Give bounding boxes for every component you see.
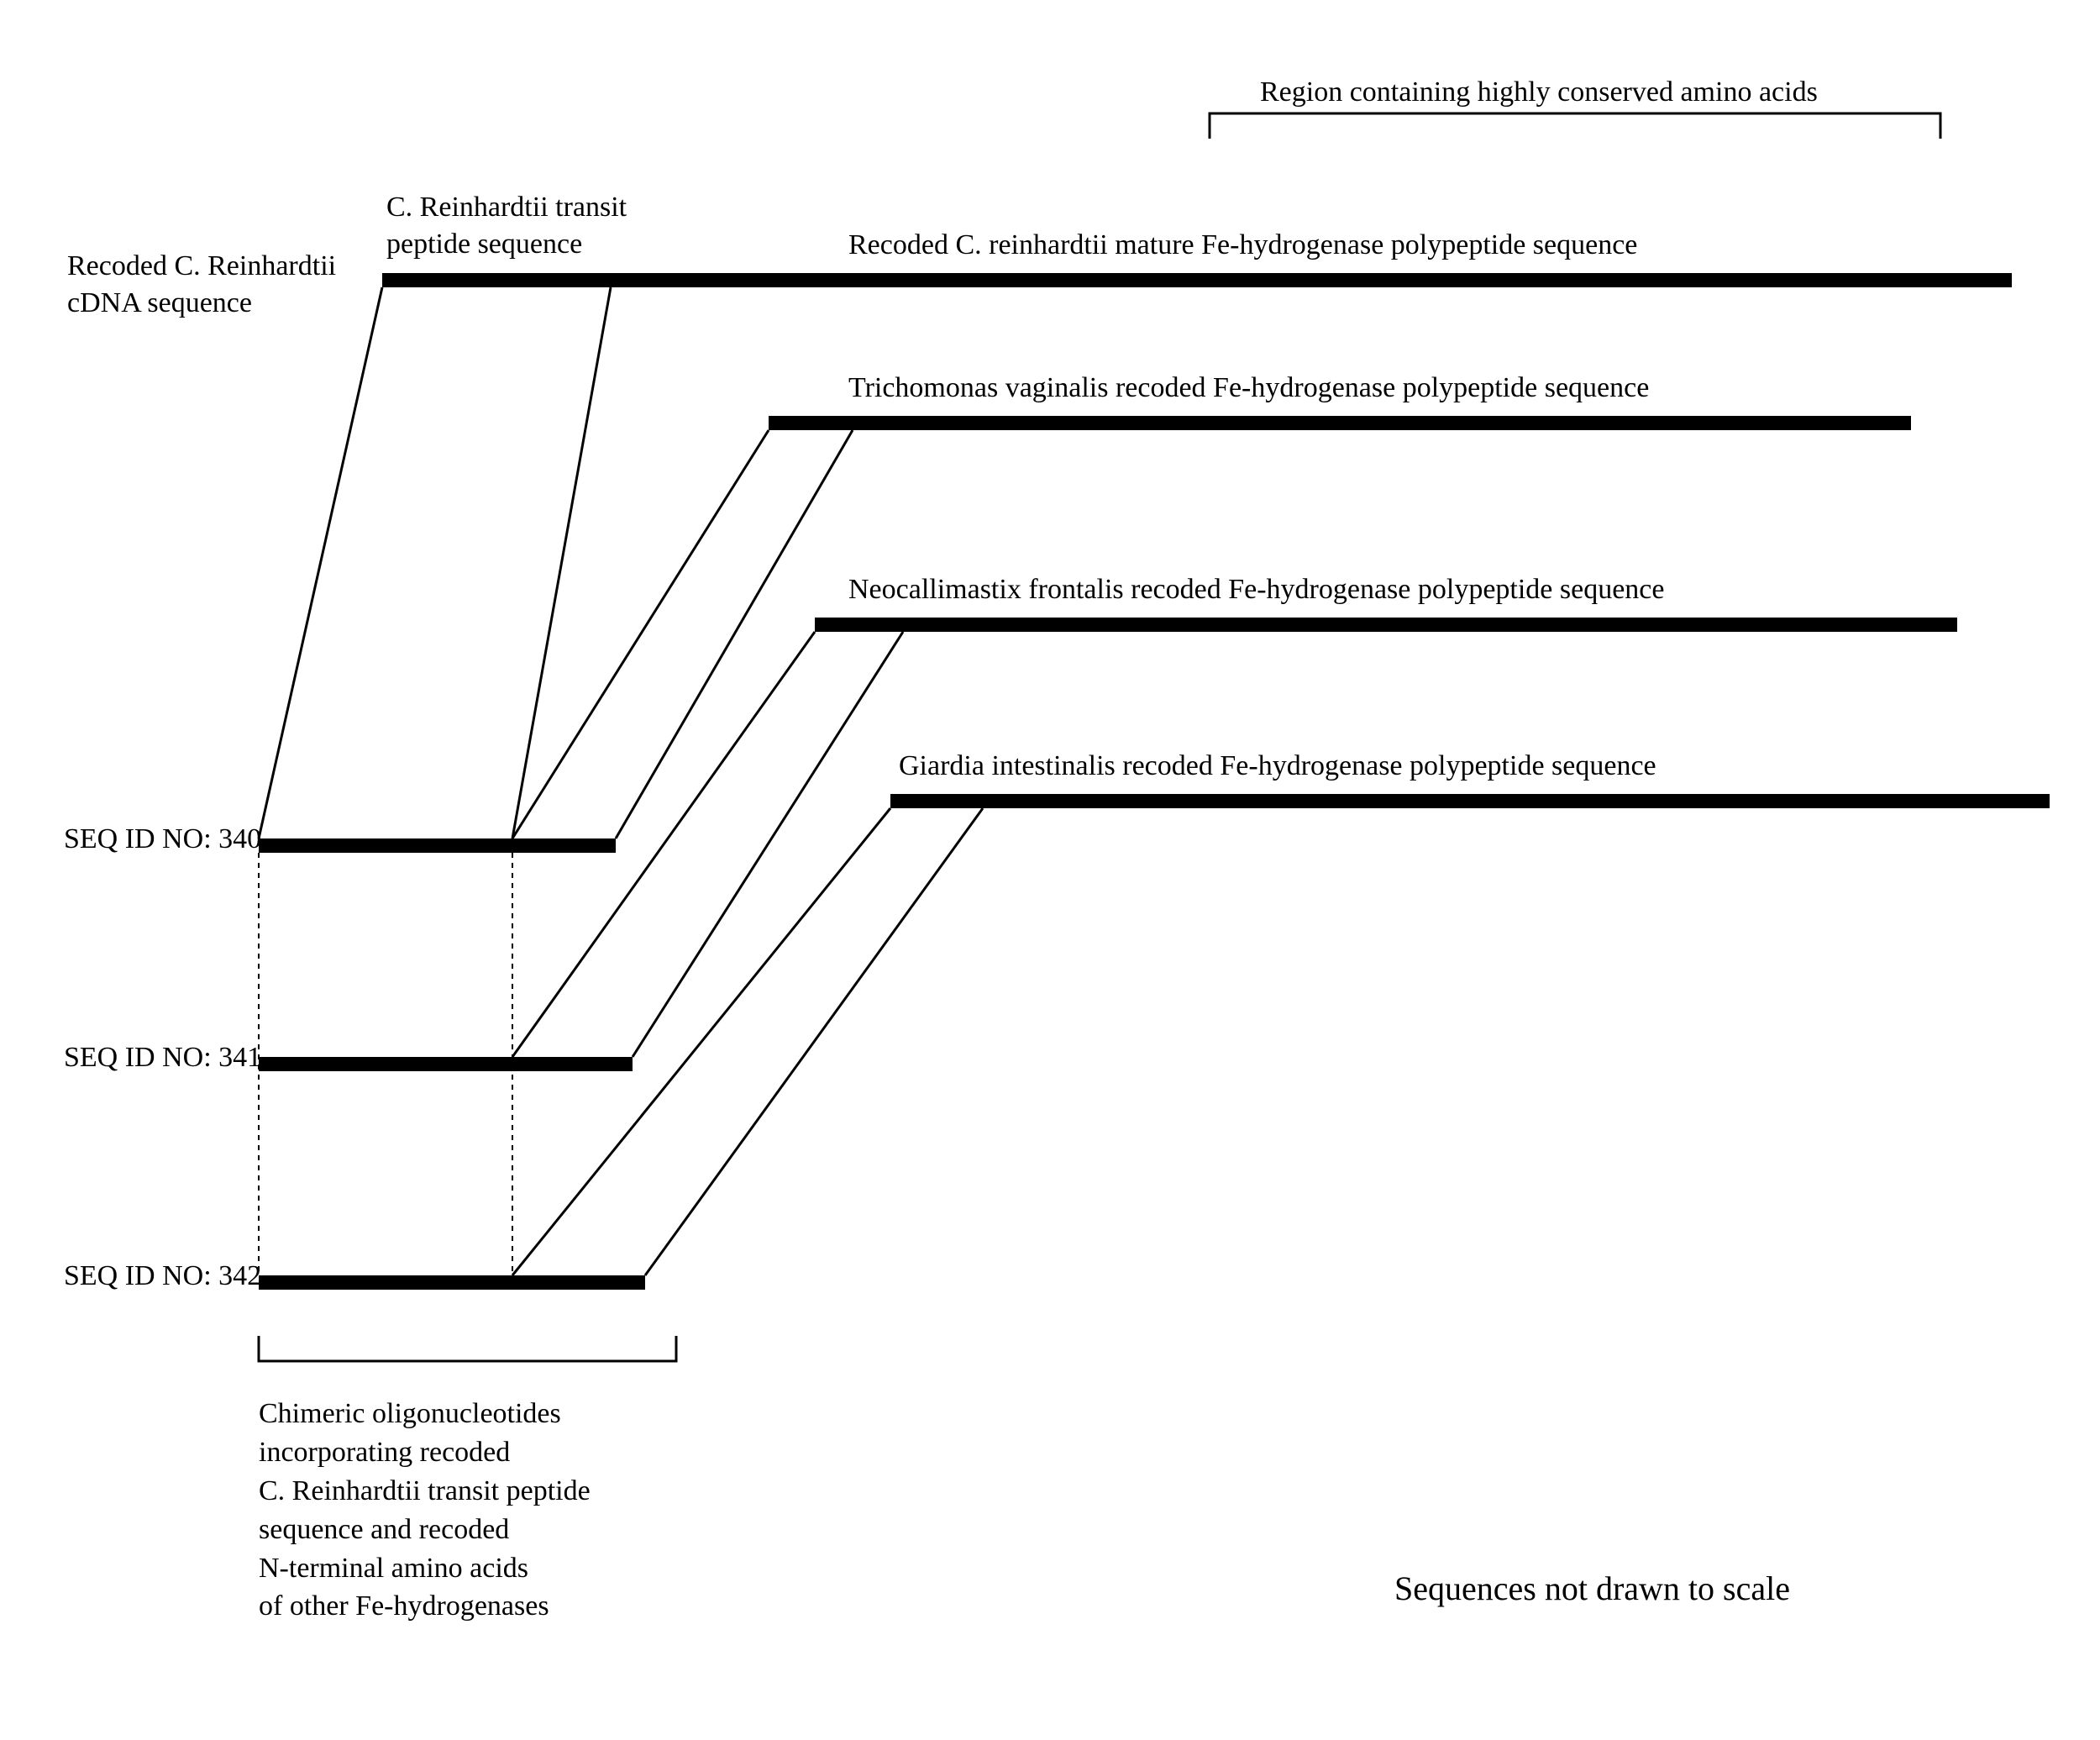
seq-341-bar	[259, 1057, 633, 1071]
seq-342-bar	[259, 1275, 645, 1290]
transit-peptide-label: C. Reinhardtii transit peptide sequence	[386, 189, 627, 263]
chimeric-oligo-label: Chimeric oligonucleotides incorporating …	[259, 1395, 591, 1626]
seq-340-bar	[259, 838, 616, 853]
trichomonas-bar	[769, 416, 1911, 430]
reinhardtii-mature-label: Recoded C. reinhardtii mature Fe-hydroge…	[848, 227, 1637, 264]
sequence-diagram: Region containing highly conserved amino…	[0, 0, 2100, 1740]
trichomonas-label: Trichomonas vaginalis recoded Fe-hydroge…	[848, 370, 1649, 407]
giardia-label: Giardia intestinalis recoded Fe-hydrogen…	[899, 748, 1656, 785]
neocallimastix-bar	[815, 618, 1957, 632]
seq-342-label: SEQ ID NO: 342	[64, 1258, 261, 1295]
cdna-sequence-label: Recoded C. Reinhardtii cDNA sequence	[67, 248, 336, 322]
seq-341-label: SEQ ID NO: 341	[64, 1039, 261, 1076]
conserved-region-label: Region containing highly conserved amino…	[1260, 74, 1818, 111]
scale-note: Sequences not drawn to scale	[1394, 1567, 1790, 1611]
reinhardtii-bar	[382, 273, 2012, 287]
neocallimastix-label: Neocallimastix frontalis recoded Fe-hydr…	[848, 571, 1665, 608]
seq-340-label: SEQ ID NO: 340	[64, 821, 261, 858]
giardia-bar	[890, 794, 2050, 808]
